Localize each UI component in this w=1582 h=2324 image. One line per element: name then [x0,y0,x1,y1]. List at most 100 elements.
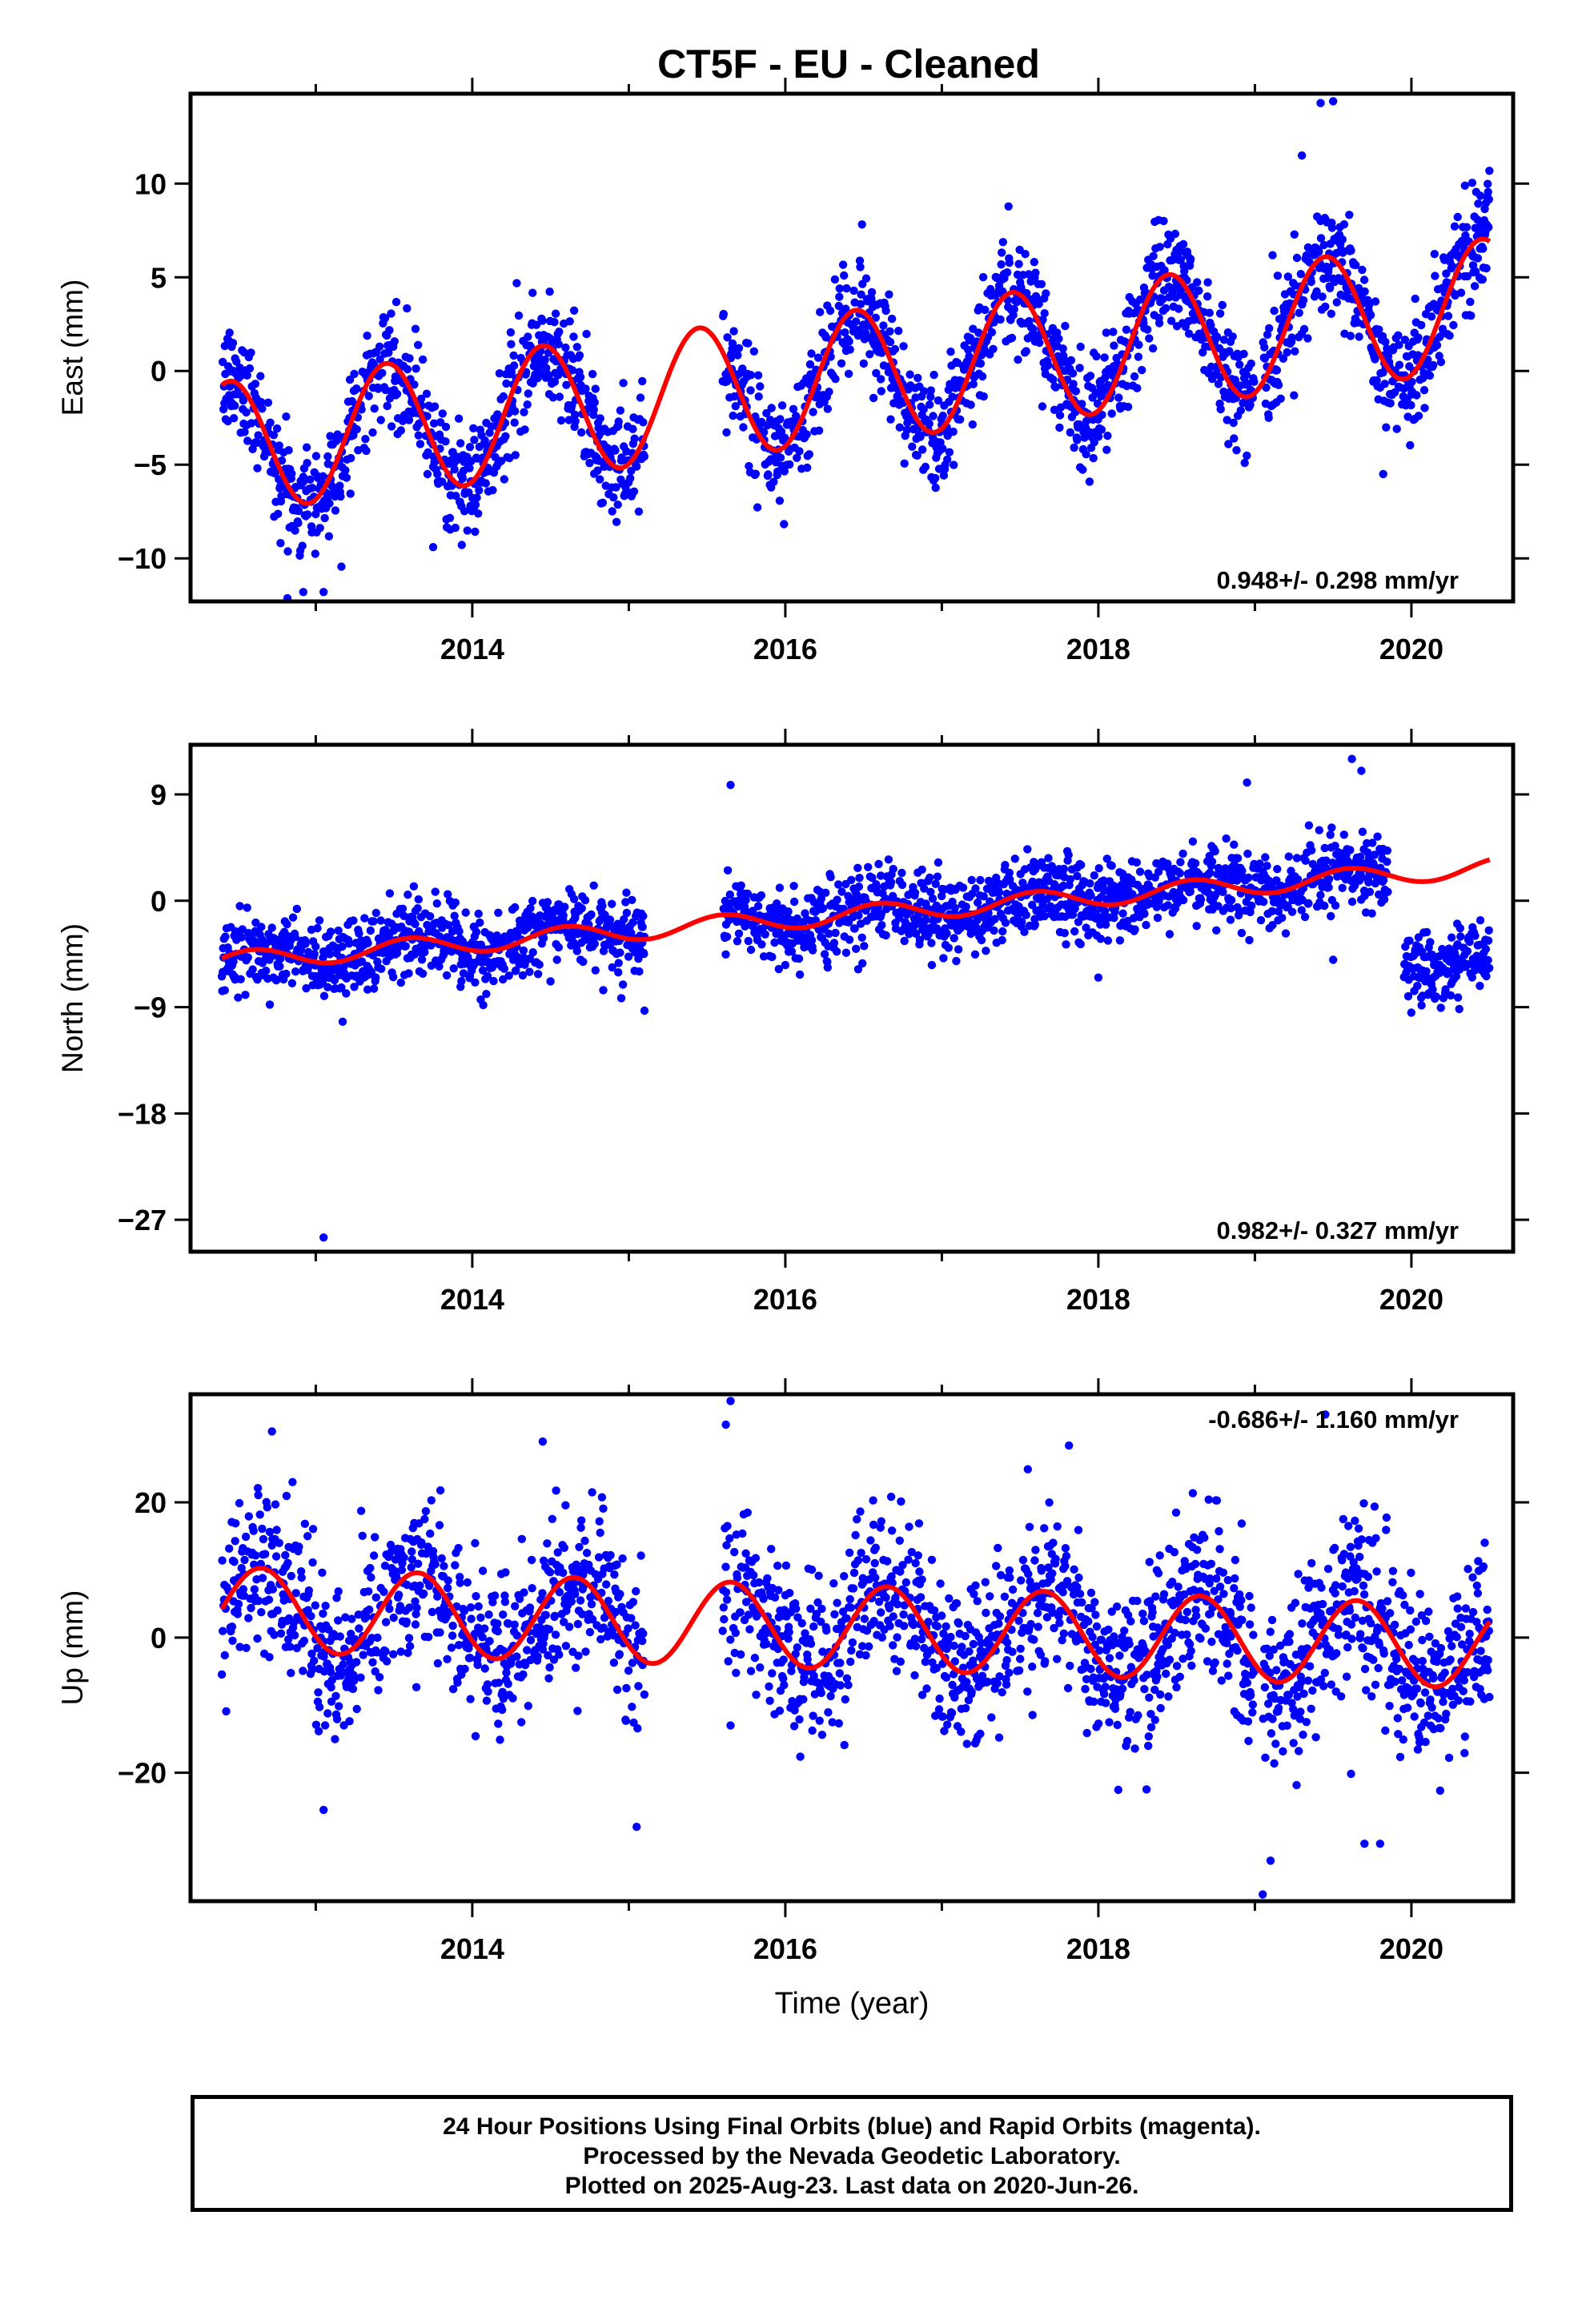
east-data-point [767,404,776,412]
east-data-point [410,380,419,389]
east-data-point [337,562,346,571]
up-data-point [454,1543,463,1553]
east-ylabel: East (mm) [56,279,89,416]
east-data-point [1228,332,1237,341]
north-outlier-point [1094,973,1103,982]
east-data-point [781,433,789,442]
north-data-point [457,977,466,986]
north-data-point [1178,849,1187,858]
north-data-point [243,953,252,962]
east-data-point [412,364,420,373]
up-data-point [431,1560,440,1569]
north-data-point [1304,899,1313,908]
east-data-point [1291,347,1299,356]
north-data-point [243,903,251,912]
east-data-point [391,297,401,307]
east-data-point [383,401,391,411]
up-data-point [367,1573,375,1582]
north-data-point [1070,927,1079,936]
east-data-point [979,392,988,401]
east-data-point [885,290,893,299]
east-data-point [569,306,579,315]
up-data-point [544,1674,553,1683]
east-data-point [1143,325,1152,334]
east-data-point [1070,443,1078,452]
north-data-point [616,948,624,957]
north-data-point [958,883,968,892]
east-data-point [1392,424,1401,433]
east-data-point [835,284,845,293]
east-data-point [857,290,865,299]
east-data-point [1474,199,1483,208]
east-data-point [956,415,965,424]
east-data-point [1174,304,1183,313]
east-outlier-point [319,588,328,597]
east-data-point [996,315,1005,324]
east-data-point [823,404,833,413]
north-data-point [319,991,329,1000]
east-data-point [229,414,239,423]
north-data-point [864,862,873,872]
north-data-point [301,939,310,948]
east-data-point [357,405,366,414]
north-data-point [768,952,777,962]
east-data-point [283,547,292,556]
east-data-point [276,539,285,548]
north-data-point [385,889,395,898]
up-data-point [348,1684,358,1694]
east-data-point [733,351,742,360]
north-data-point [1090,871,1099,880]
north-data-point [1346,846,1355,854]
east-data-point [612,483,620,492]
north-data-point [1094,864,1103,873]
north-data-point [371,973,380,982]
east-data-point [341,466,350,475]
east-data-point [805,360,815,369]
east-data-point [1429,360,1438,370]
east-data-point [845,337,853,346]
east-data-point [1462,223,1472,231]
east-data-point [793,453,801,462]
up-data-point [538,1589,547,1598]
east-data-point [565,317,574,326]
east-data-point [441,437,450,446]
up-data-point [523,1646,532,1655]
east-data-point [1247,359,1255,368]
east-data-point [247,419,256,428]
east-data-point [326,432,335,440]
east-data-point [470,436,479,444]
east-data-point [577,428,586,437]
up-data-point [308,1525,318,1534]
east-data-point [841,328,849,337]
up-data-point [504,1679,512,1688]
east-data-point [550,377,560,386]
north-data-point [1245,935,1254,945]
up-data-point [533,1652,542,1661]
east-data-point [1473,254,1483,263]
north-data-point [275,962,284,971]
east-data-point [978,372,987,381]
east-data-point [472,493,481,502]
east-data-point [1420,404,1429,412]
north-data-point [939,954,948,963]
east-data-point [1066,356,1076,365]
east-data-point [805,450,813,459]
north-data-point [1086,879,1094,888]
up-data-point [493,1626,502,1636]
east-outlier-point [1329,97,1338,106]
up-data-point [335,1702,343,1711]
east-data-point [968,420,978,429]
east-data-point [1076,342,1085,352]
north-data-point [976,875,985,885]
east-data-point [571,410,580,420]
north-ytick-label: −18 [118,1097,167,1130]
east-data-point [1411,294,1419,304]
east-data-point [1445,331,1454,340]
east-data-point [1014,355,1022,364]
north-data-point [257,923,266,931]
east-data-point [744,339,753,348]
north-data-point [1191,858,1200,868]
east-data-point [1240,458,1249,468]
north-data-point [832,947,841,956]
